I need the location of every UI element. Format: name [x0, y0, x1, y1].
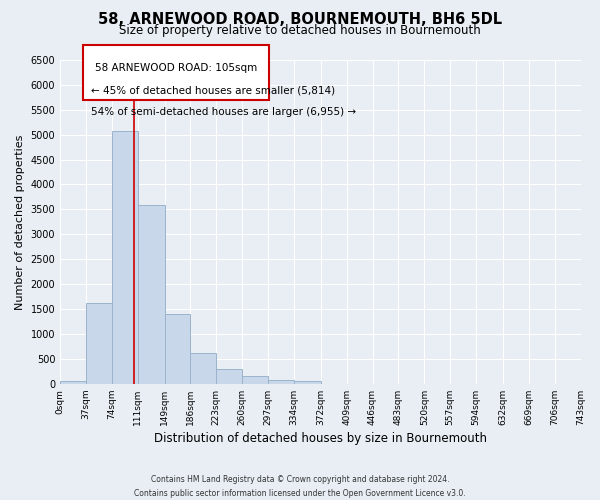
- Text: 54% of semi-detached houses are larger (6,955) →: 54% of semi-detached houses are larger (…: [91, 107, 356, 117]
- Y-axis label: Number of detached properties: Number of detached properties: [15, 134, 25, 310]
- Text: Size of property relative to detached houses in Bournemouth: Size of property relative to detached ho…: [119, 24, 481, 37]
- Bar: [242, 376, 268, 384]
- Bar: [217, 369, 242, 384]
- Bar: [86, 303, 112, 384]
- Text: Contains HM Land Registry data © Crown copyright and database right 2024.
Contai: Contains HM Land Registry data © Crown c…: [134, 476, 466, 498]
- X-axis label: Distribution of detached houses by size in Bournemouth: Distribution of detached houses by size …: [154, 432, 487, 445]
- Bar: [60, 381, 86, 384]
- Bar: [190, 354, 217, 384]
- Text: 58, ARNEWOOD ROAD, BOURNEMOUTH, BH6 5DL: 58, ARNEWOOD ROAD, BOURNEMOUTH, BH6 5DL: [98, 12, 502, 28]
- Bar: [268, 380, 294, 384]
- Text: ← 45% of detached houses are smaller (5,814): ← 45% of detached houses are smaller (5,…: [91, 86, 335, 96]
- Bar: [112, 130, 138, 384]
- Text: 58 ARNEWOOD ROAD: 105sqm: 58 ARNEWOOD ROAD: 105sqm: [95, 63, 257, 73]
- Bar: [294, 381, 320, 384]
- FancyBboxPatch shape: [83, 45, 269, 100]
- Bar: [164, 314, 190, 384]
- Bar: [138, 206, 164, 384]
